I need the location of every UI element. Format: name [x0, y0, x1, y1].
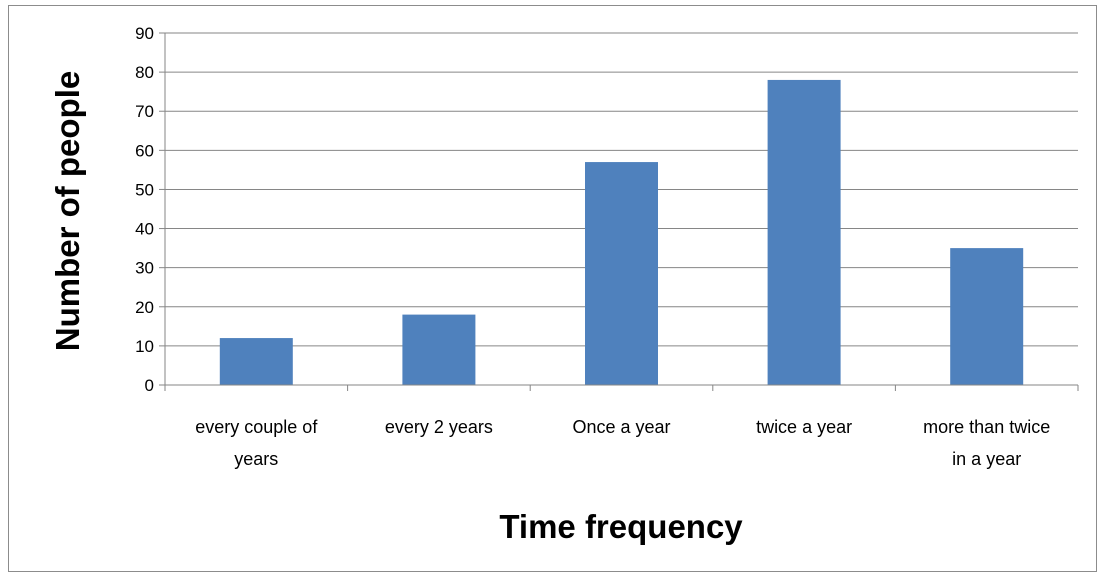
bar — [950, 248, 1024, 385]
chart-frame — [8, 5, 1097, 572]
x-category-label: every 2 years — [385, 417, 493, 437]
y-tick-label: 60 — [135, 141, 154, 160]
y-axis-title: Number of people — [49, 71, 86, 352]
bar — [219, 338, 293, 385]
y-tick-label: 10 — [135, 337, 154, 356]
bar — [585, 162, 658, 385]
labels: 0 10 20 30 40 50 60 70 80 90 every couple of years e… — [135, 24, 1050, 469]
bars — [219, 79, 1024, 385]
x-category-label: Once a year — [572, 417, 670, 437]
y-tick-label: 20 — [135, 298, 154, 317]
y-tick-label: 90 — [135, 24, 154, 43]
x-category-label: twice a year — [756, 417, 852, 437]
y-tick-label: 0 — [145, 376, 154, 395]
y-tick-label: 70 — [135, 102, 154, 121]
x-category-label: every couple of years — [195, 417, 318, 469]
y-tick-label: 80 — [135, 63, 154, 82]
x-category-label: more than twice in a year — [923, 417, 1050, 469]
bar — [767, 79, 841, 385]
y-tick-label: 30 — [135, 259, 154, 278]
x-axis-title: Time frequency — [499, 508, 743, 545]
y-tick-label: 50 — [135, 180, 154, 199]
bar — [402, 314, 476, 385]
axes — [159, 32, 1079, 391]
gridlines — [165, 32, 1078, 347]
y-tick-label: 40 — [135, 220, 154, 239]
